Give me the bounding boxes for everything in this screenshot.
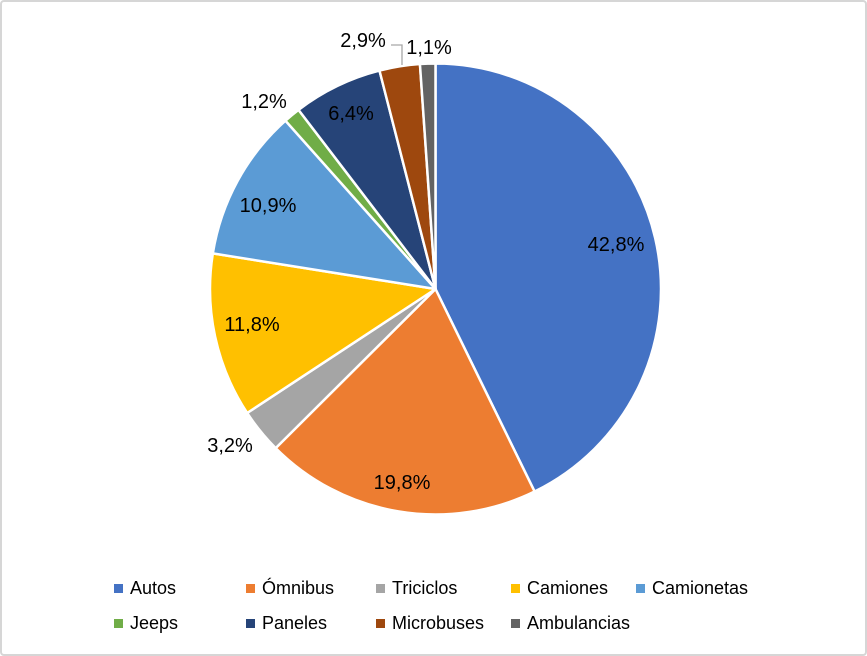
data-label-jeeps: 1,2% [241,91,287,113]
legend-label: Autos [130,578,177,598]
data-label-microbuses: 2,9% [340,30,386,52]
legend-item-camiones: Camiones [511,577,636,600]
data-label-camiones: 11,8% [224,314,279,336]
legend-item-omnibus: Ómnibus [246,577,376,600]
legend-swatch-icon [246,619,255,628]
legend-item-paneles: Paneles [246,612,376,635]
legend-item-camionetas: Camionetas [636,577,786,600]
legend-label: Ambulancias [527,613,631,633]
label-leader-line [391,44,403,65]
pie-slice-omnibus [274,287,536,516]
legend-label: Jeeps [130,613,179,633]
legend-swatch-icon [376,619,385,628]
legend-item-ambulancias: Ambulancias [511,612,636,635]
data-label-triciclos: 3,2% [207,435,253,457]
legend-label: Ómnibus [262,578,335,598]
pie-slice-autos [434,62,663,493]
pie-slice-camiones [208,252,437,415]
data-label-omnibus: 19,8% [374,472,431,494]
legend-swatch-icon [114,619,123,628]
pie-slice-ambulancias [418,62,437,291]
legend-swatch-icon [246,584,255,593]
legend-swatch-icon [114,584,123,593]
legend-swatch-icon [376,584,385,593]
legend-swatch-icon [511,619,520,628]
legend-swatch-icon [511,584,520,593]
legend-item-jeeps: Jeeps [114,612,246,635]
chart-legend: Autos Ómnibus Triciclos Camiones Camionetas J… [114,577,786,635]
data-label-camionetas: 10,9% [240,195,297,217]
legend-swatch-icon [636,584,645,593]
legend-label: Camiones [527,578,609,598]
legend-label: Paneles [262,613,328,633]
data-label-ambulancias: 1,1% [406,37,452,59]
legend-item-triciclos: Triciclos [376,577,511,600]
legend-label: Triciclos [392,578,458,598]
legend-item-microbuses: Microbuses [376,612,511,635]
data-label-paneles: 6,4% [328,103,374,125]
pie-chart: 42,8% 19,8% 3,2% 11,8% 10,9% 1,2% 6,4% 2,9% 1,1% [207,30,663,516]
legend-label: Camionetas [652,578,749,598]
data-label-autos: 42,8% [588,234,645,256]
pie-slice-camionetas [211,119,437,291]
legend-item-autos: Autos [114,577,246,600]
legend-label: Microbuses [392,613,485,633]
